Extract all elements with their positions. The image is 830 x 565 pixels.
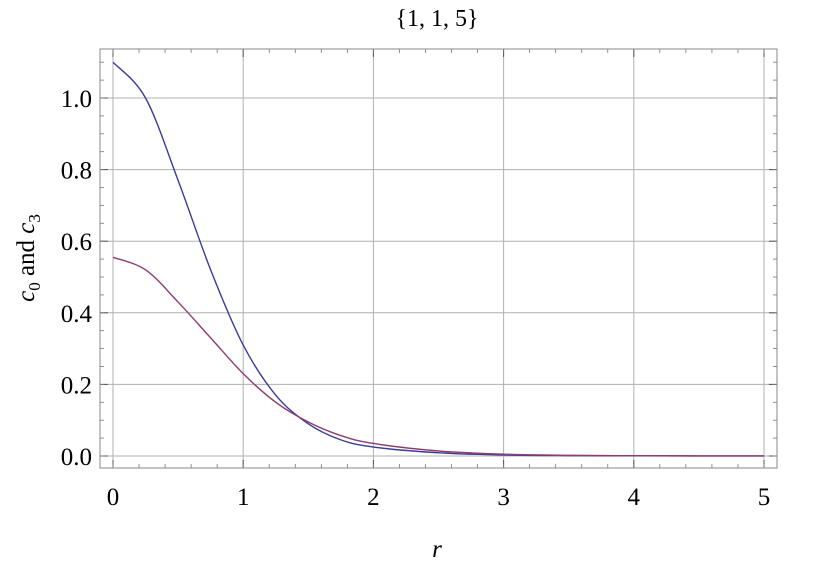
- y-axis-label-sub0: 0: [25, 282, 44, 291]
- y-axis-label-and: and: [13, 234, 40, 283]
- plot-border: [99, 48, 778, 469]
- x-tick-label: 0: [107, 484, 120, 511]
- y-tick-label: 0.8: [61, 158, 92, 185]
- grid: [100, 49, 777, 468]
- x-tick-label: 2: [367, 484, 380, 511]
- y-tick-label: 1.0: [61, 86, 92, 113]
- y-tick-label: 0.4: [61, 301, 93, 328]
- y-axis-label-sub3: 3: [25, 214, 44, 223]
- x-axis-label: r: [432, 536, 442, 563]
- x-tick-label: 3: [497, 484, 510, 511]
- series-lines: [112, 61, 765, 457]
- y-tick-label: 0.0: [61, 444, 92, 471]
- chart-title: {1, 1, 5}: [395, 6, 478, 32]
- y-axis-label-c3: c: [13, 223, 40, 234]
- x-tick-label: 1: [237, 484, 250, 511]
- y-tick-label: 0.6: [61, 229, 92, 256]
- series-line-2: [112, 256, 765, 457]
- y-tick-label: 0.2: [61, 372, 92, 399]
- plot-frame: [99, 48, 778, 469]
- tick-labels: 0 1 2 3 4 5 0.0 0.2 0.4 0.6 0.8 1.0: [61, 86, 771, 511]
- x-tick-label: 4: [628, 484, 641, 511]
- x-tick-label: 5: [758, 484, 771, 511]
- series-line-1: [112, 61, 765, 457]
- y-axis-label: c0 and c3: [13, 214, 44, 302]
- y-axis-label-c0: c: [13, 291, 40, 302]
